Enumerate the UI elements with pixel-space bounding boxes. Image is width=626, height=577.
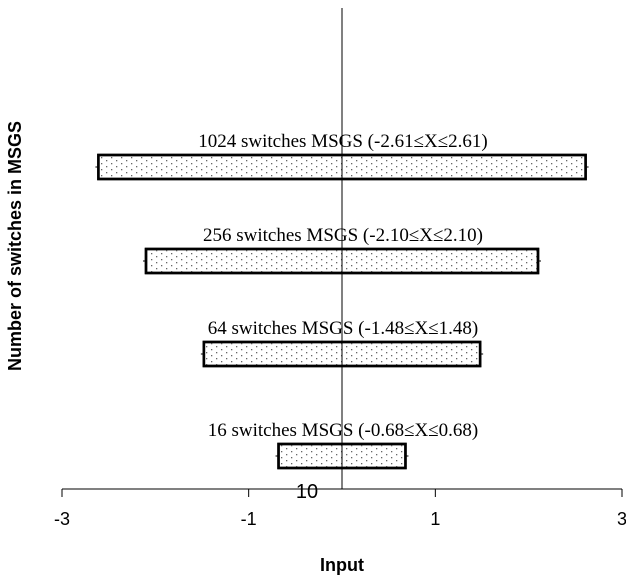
bar-label: 1024 switches MSGS (-2.61≤X≤2.61) xyxy=(198,131,488,152)
x-tick-label: 1 xyxy=(430,509,440,529)
bar-label: 64 switches MSGS (-1.48≤X≤1.48) xyxy=(208,318,479,339)
below-axis-label: 10 xyxy=(296,481,318,503)
y-axis-title: Number of switches in MSGS xyxy=(5,121,25,371)
x-tick-label: -1 xyxy=(241,509,257,529)
x-tick-label: -3 xyxy=(54,509,70,529)
x-axis-title: Input xyxy=(320,555,364,575)
x-tick-label: 3 xyxy=(617,509,626,529)
x-ticks-layer: -3 -1 1 3 xyxy=(54,489,626,529)
bar-label: 256 switches MSGS (-2.10≤X≤2.10) xyxy=(203,225,483,246)
bar-label: 16 switches MSGS (-0.68≤X≤0.68) xyxy=(208,420,479,441)
